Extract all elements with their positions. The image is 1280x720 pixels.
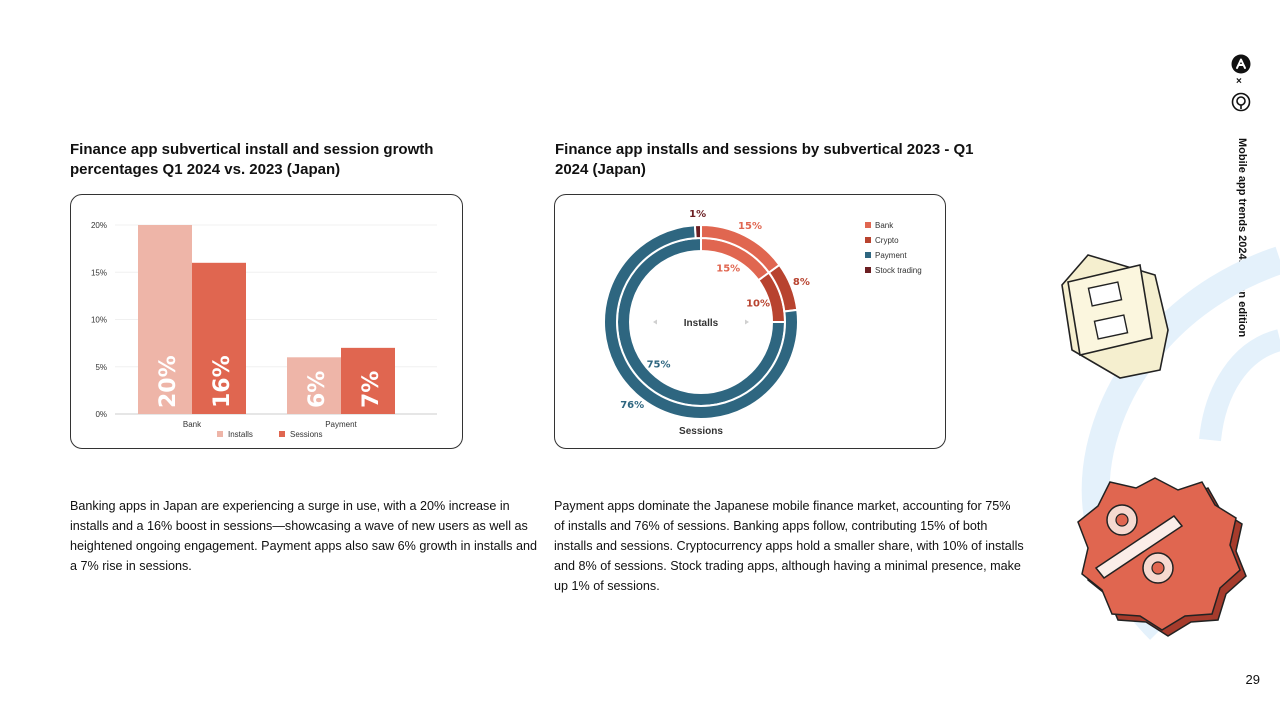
decorative-illustration <box>1061 246 1280 640</box>
bar-data-label: 7% <box>359 371 384 408</box>
carousel-prev-icon <box>653 319 657 325</box>
y-tick-label: 0% <box>95 410 107 419</box>
bar-installs-bank <box>138 225 192 414</box>
bar-sessions-bank <box>192 262 246 414</box>
legend-swatch-crypto <box>865 237 871 243</box>
bitcoin-icon <box>1061 254 1169 379</box>
donut-data-label: 15% <box>716 264 740 275</box>
bar-chart-card: 0% 5% 10% 15% 20% 20% 16% Bank 6% 7% Payment Instal… <box>70 194 463 449</box>
donut-sessions-slice-stock-trading <box>693 223 702 240</box>
donut-data-label: 1% <box>689 209 706 220</box>
donut-data-label: 10% <box>746 298 770 309</box>
inner-ring-label: Installs <box>684 318 719 329</box>
y-tick-label: 10% <box>91 316 107 325</box>
y-tick-label: 15% <box>91 268 107 277</box>
outer-ring-label: Sessions <box>679 426 723 437</box>
bar-chart: 0% 5% 10% 15% 20% 20% 16% Bank 6% 7% Payment Instal… <box>91 221 437 439</box>
bar-chart-description: Banking apps in Japan are experiencing a… <box>70 499 537 573</box>
percent-badge-icon <box>1077 477 1247 637</box>
page-number: 29 <box>1245 672 1260 687</box>
legend-swatch-sessions <box>279 431 285 437</box>
x-category-label: Payment <box>325 420 357 429</box>
adjust-logo-icon <box>1231 54 1251 74</box>
legend-swatch-bank <box>865 222 871 228</box>
partner-logo-icon <box>1231 92 1251 112</box>
bar-chart-title: Finance app subvertical install and sess… <box>70 141 434 178</box>
y-tick-label: 5% <box>95 363 107 372</box>
legend-label: Bank <box>875 221 894 230</box>
legend-label: Installs <box>228 430 253 439</box>
donut-data-label: 15% <box>738 221 762 232</box>
bar-installs-payment <box>287 357 341 414</box>
legend-swatch-payment <box>865 252 871 258</box>
donut-chart-card: 15% 10% 75% 15% 8% 76% 1% Installs Sessions Bank C… <box>554 194 946 449</box>
bar-sessions-payment <box>341 347 395 414</box>
donut-chart-title: Finance app installs and sessions by sub… <box>555 141 974 178</box>
carousel-next-icon <box>745 319 749 325</box>
legend-swatch-stock-trading <box>865 267 871 273</box>
donut-chart-description: Payment apps dominate the Japanese mobil… <box>554 499 1024 593</box>
donut-chart: 15% 10% 75% 15% 8% 76% 1% Installs Sessions Bank C… <box>603 209 922 437</box>
logo-separator: × <box>1236 76 1242 87</box>
y-tick-label: 20% <box>91 221 107 230</box>
legend-label: Payment <box>875 251 907 260</box>
donut-data-label: 75% <box>647 359 671 370</box>
x-category-label: Bank <box>183 420 202 429</box>
legend-label: Stock trading <box>875 266 922 275</box>
donut-data-label: 76% <box>620 400 644 411</box>
legend-swatch-installs <box>217 431 223 437</box>
donut-data-label: 8% <box>793 277 810 288</box>
legend-label: Sessions <box>290 430 322 439</box>
bar-data-label: 20% <box>156 355 181 408</box>
bar-data-label: 16% <box>210 355 235 408</box>
bar-data-label: 6% <box>305 371 330 408</box>
legend-label: Crypto <box>875 236 899 245</box>
